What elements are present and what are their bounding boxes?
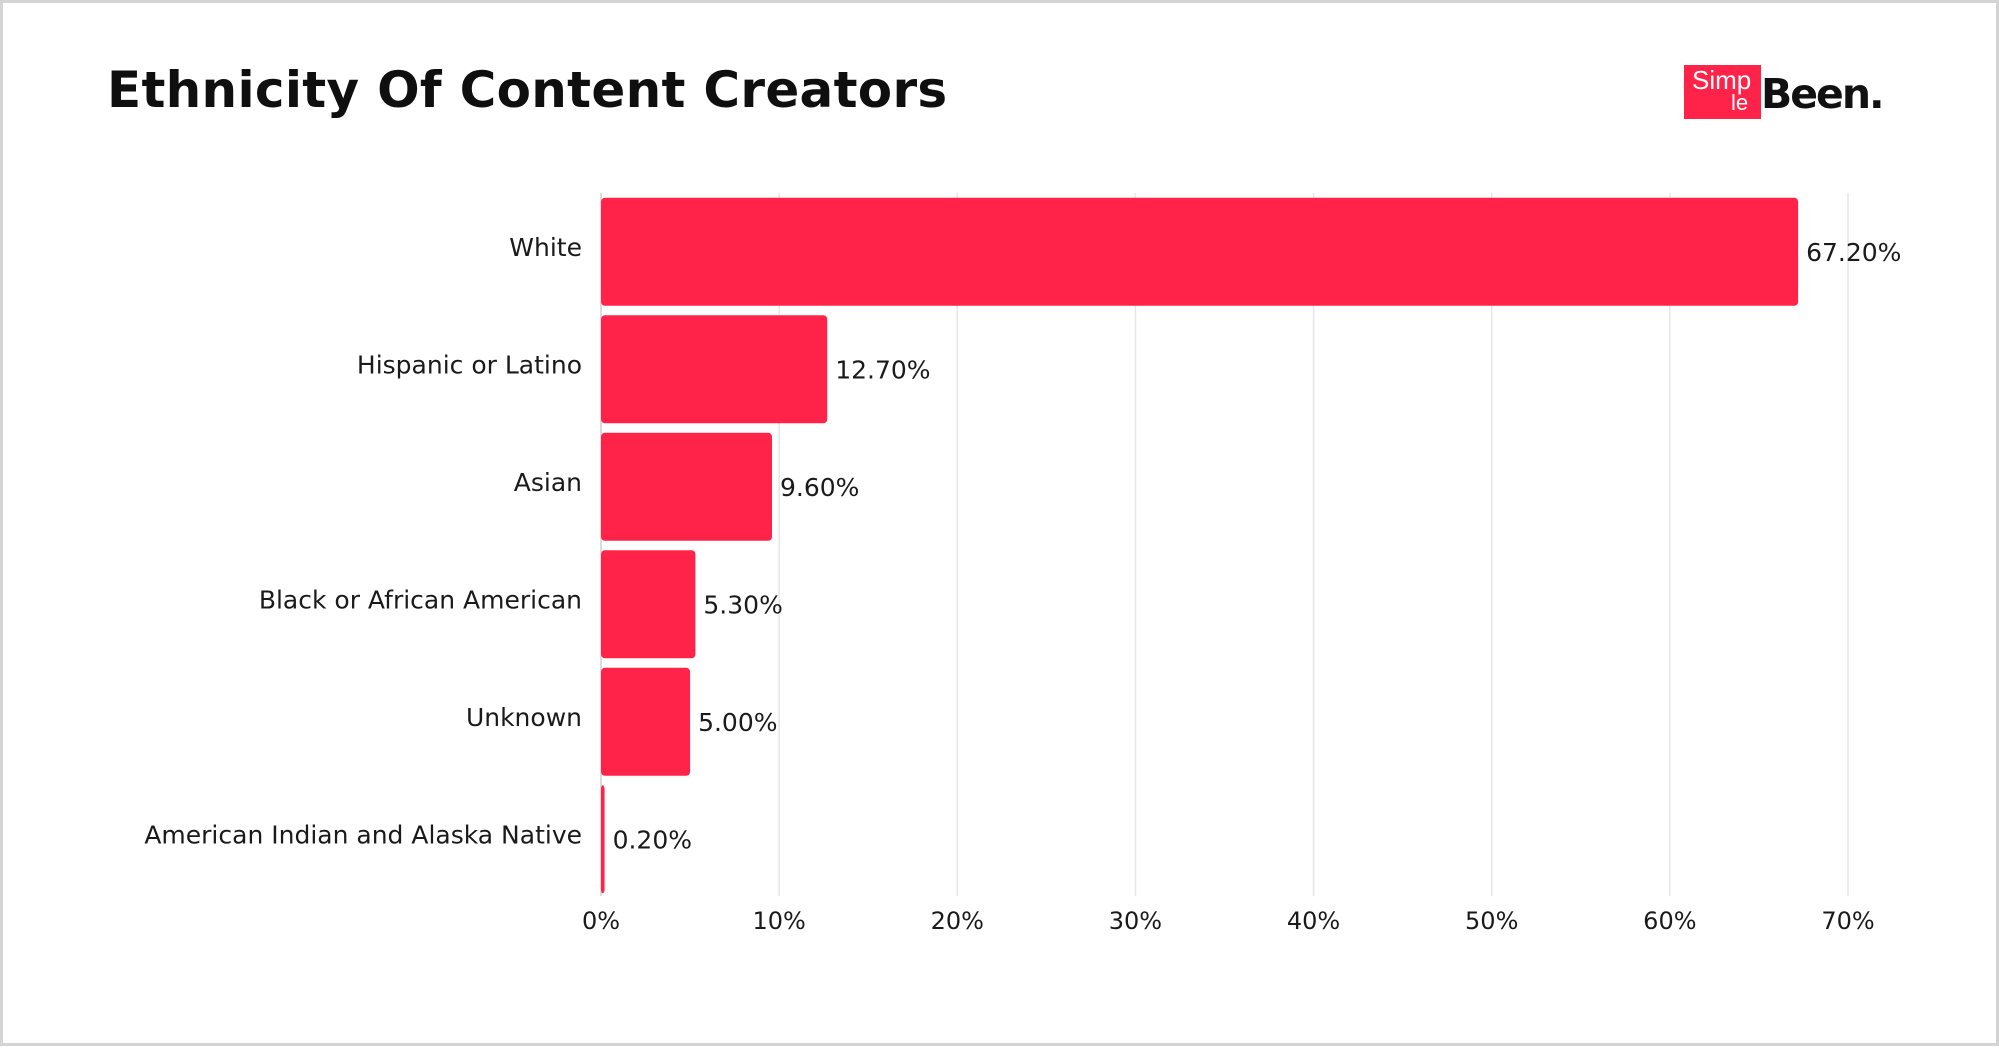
bar — [601, 432, 773, 541]
value-label: 12.70% — [835, 355, 930, 384]
x-tick-label: 70% — [1821, 907, 1874, 935]
simplebeen-logo: Simp le Been. — [1684, 65, 1885, 125]
logo-text-simp: Simp — [1692, 65, 1752, 95]
labels: 0% 10% 20% 30% 40% 50% 60% 70% White 67.20% Hispan… — [144, 233, 1901, 935]
value-label: 5.00% — [698, 708, 777, 737]
x-tick-label: 20% — [931, 907, 984, 935]
value-label: 9.60% — [780, 473, 859, 502]
value-label: 5.30% — [703, 590, 782, 619]
grid-lines — [600, 193, 1849, 896]
category-label: Unknown — [466, 703, 582, 732]
bars — [601, 197, 1799, 894]
logo-box: Simp le — [1684, 65, 1761, 119]
chart-title: Ethnicity Of Content Creators — [107, 61, 948, 119]
x-tick-label: 0% — [582, 907, 620, 935]
value-label: 67.20% — [1806, 238, 1901, 267]
bar — [601, 667, 691, 776]
bar-chart: 0% 10% 20% 30% 40% 50% 60% 70% White 67.20% Hispan… — [144, 193, 1901, 935]
category-label: White — [509, 233, 582, 262]
x-tick-label: 10% — [752, 907, 805, 935]
category-label: Asian — [514, 468, 582, 497]
logo-text-le: le — [1731, 90, 1749, 115]
value-label: 0.20% — [613, 825, 692, 854]
category-label: American Indian and Alaska Native — [144, 820, 582, 849]
category-label: Hispanic or Latino — [357, 350, 582, 379]
category-label: Black or African American — [259, 585, 582, 614]
x-tick-label: 40% — [1287, 907, 1340, 935]
bar — [601, 550, 696, 659]
bar — [601, 315, 828, 424]
logo-text-been: Been. — [1761, 70, 1885, 118]
bar — [601, 197, 1799, 306]
x-tick-label: 60% — [1643, 907, 1696, 935]
x-tick-label: 30% — [1109, 907, 1162, 935]
x-tick-label: 50% — [1465, 907, 1518, 935]
bar — [601, 785, 605, 894]
